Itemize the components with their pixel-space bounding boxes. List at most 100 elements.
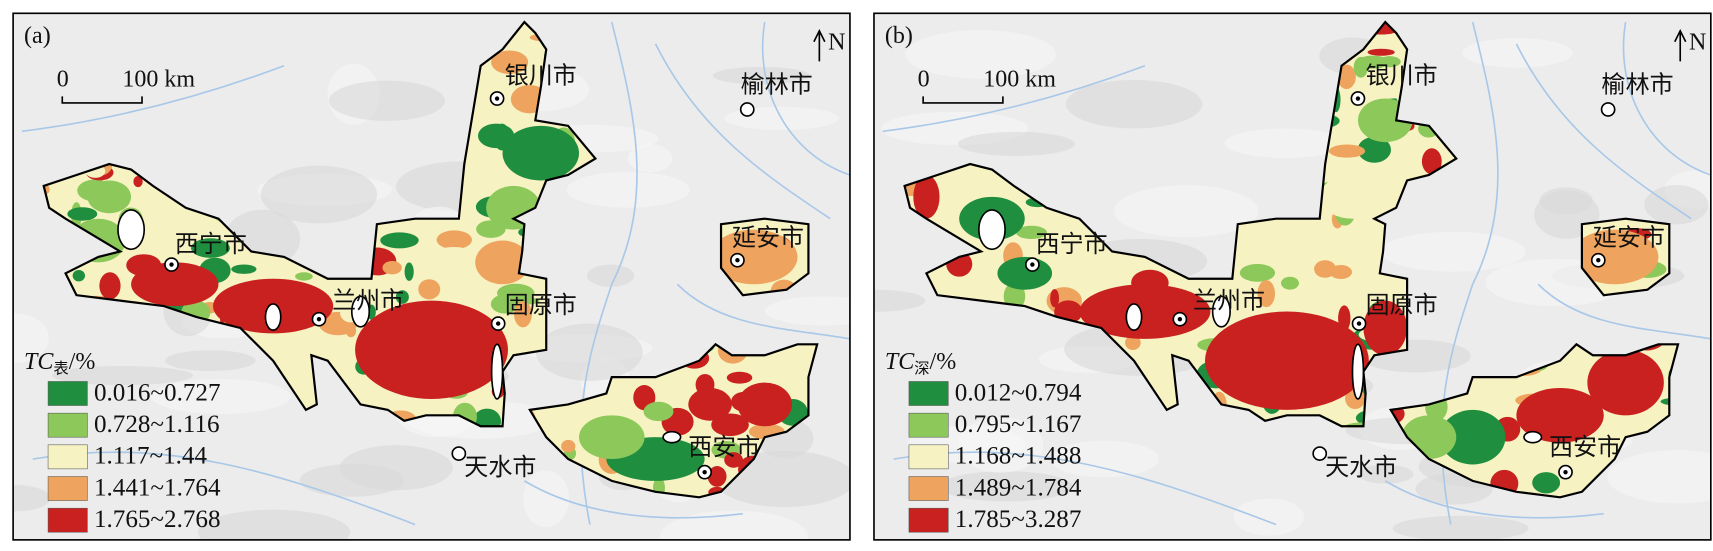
city-marker-dot xyxy=(494,96,500,101)
region-patch xyxy=(295,272,313,281)
region-patch xyxy=(561,439,576,453)
region-outline xyxy=(1580,217,1671,297)
river xyxy=(21,64,285,133)
city-label: 榆林市 xyxy=(741,70,813,98)
panel-frame xyxy=(12,12,851,541)
terrain-shade xyxy=(1050,440,1159,478)
city-label: 兰州市 xyxy=(1193,287,1265,315)
region-patch xyxy=(87,180,132,214)
city-marker-dot xyxy=(1563,469,1568,475)
legend-label: 0.795~1.167 xyxy=(955,411,1082,438)
region-patch xyxy=(345,324,357,338)
region-patch xyxy=(1587,349,1664,416)
legend-label: 0.012~0.794 xyxy=(955,379,1082,406)
region-outline xyxy=(903,20,1458,428)
legend-swatch xyxy=(47,381,88,406)
city-marker-dot xyxy=(1030,262,1035,267)
terrain-shade xyxy=(13,313,49,364)
region-patch xyxy=(502,125,580,181)
city-marker xyxy=(451,446,467,461)
terrain-shade xyxy=(523,470,570,528)
legend-swatch xyxy=(908,412,949,438)
lake xyxy=(264,303,282,331)
city-label: 固原市 xyxy=(505,291,577,319)
region-patch xyxy=(514,301,532,328)
terrain-shade xyxy=(1224,128,1347,158)
region-patch xyxy=(1421,148,1442,175)
legend-title-unit: /% xyxy=(69,348,96,374)
terrain-shade xyxy=(1392,515,1529,540)
city-label: 固原市 xyxy=(1366,291,1438,319)
lake xyxy=(1351,343,1365,400)
city-label: 天水市 xyxy=(464,453,536,481)
terrain-shade xyxy=(939,471,1073,502)
region-patch xyxy=(99,272,121,300)
river xyxy=(654,43,831,220)
region-patch xyxy=(1378,56,1401,68)
city-marker xyxy=(1600,102,1616,117)
river xyxy=(1515,43,1692,220)
region-patch xyxy=(707,466,727,487)
city-label: 兰州市 xyxy=(332,287,404,315)
region-patch xyxy=(1319,174,1386,219)
region-patch xyxy=(475,240,530,285)
river xyxy=(1622,21,1711,176)
terrain-shade xyxy=(1644,185,1709,225)
terrain-shade xyxy=(566,171,690,208)
north-arrow xyxy=(1674,28,1687,62)
lake xyxy=(350,295,371,328)
region-patch xyxy=(997,256,1053,290)
scale-end: 100 km xyxy=(122,67,195,93)
region-patch xyxy=(643,401,674,422)
legend-label: 1.441~1.764 xyxy=(94,474,221,501)
region-patch xyxy=(724,452,743,468)
north-arrow xyxy=(813,28,826,62)
region-patch xyxy=(191,238,230,258)
legend-swatch xyxy=(908,507,949,533)
city-label: 天水市 xyxy=(1325,453,1397,481)
legend-label: 1.117~1.44 xyxy=(94,443,208,470)
legend-swatch xyxy=(47,507,88,533)
region-patch xyxy=(913,174,940,219)
city-label: 银川市 xyxy=(505,62,577,90)
legend-title-subscript: 深 xyxy=(914,359,929,377)
legend-title: TC深/% xyxy=(885,348,956,376)
region-patch xyxy=(1239,263,1276,282)
city-label: 西安市 xyxy=(688,433,760,461)
scale-bar xyxy=(61,96,143,104)
city-marker-dot xyxy=(495,321,501,326)
terrain-shade xyxy=(764,296,850,326)
region-patch xyxy=(490,294,520,314)
lake xyxy=(1211,295,1231,328)
terrain-shade xyxy=(299,463,405,497)
river xyxy=(523,480,743,519)
region-patch xyxy=(72,269,86,282)
region-patch xyxy=(1015,225,1047,240)
scale-end: 100 km xyxy=(983,67,1056,93)
region-outline xyxy=(719,217,810,297)
lake xyxy=(490,343,504,400)
city-marker-dot xyxy=(1596,258,1601,263)
scale-start: 0 xyxy=(918,67,930,93)
river xyxy=(1384,480,1604,519)
terrain-shade xyxy=(712,66,811,85)
north-label: N xyxy=(828,29,845,55)
region-patch xyxy=(67,207,98,221)
region-patch xyxy=(131,262,219,307)
panel-label: (a) xyxy=(24,23,51,49)
region-patch xyxy=(1367,48,1395,56)
legend-label: 1.785~3.287 xyxy=(955,506,1082,533)
terrain-shade xyxy=(328,80,445,121)
region-patch xyxy=(1633,417,1644,428)
terrain-shade xyxy=(1380,231,1526,272)
region-patch xyxy=(1337,64,1356,89)
region-patch xyxy=(418,279,441,300)
region-outline xyxy=(528,342,819,499)
city-label: 延安市 xyxy=(1593,223,1665,251)
region-patch xyxy=(1335,120,1364,140)
region-patch xyxy=(711,413,749,437)
region-patch xyxy=(404,262,414,281)
city-label: 银川市 xyxy=(1366,62,1438,90)
